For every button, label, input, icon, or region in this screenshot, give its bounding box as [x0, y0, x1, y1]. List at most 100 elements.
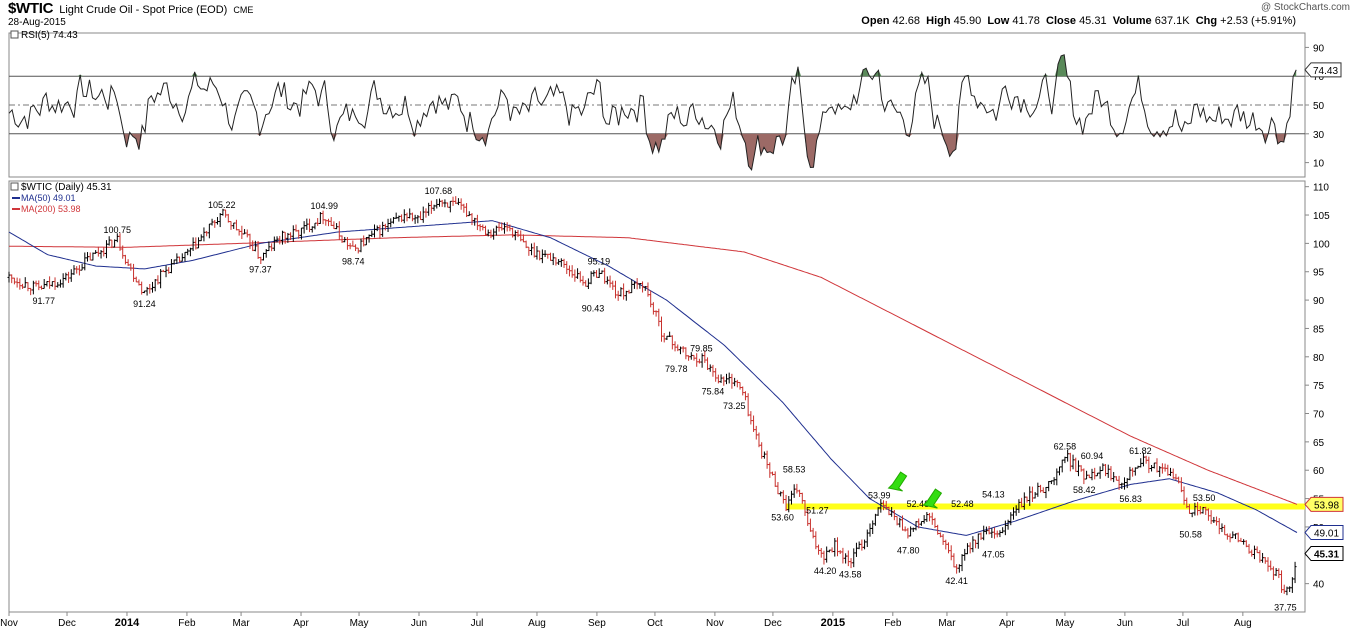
- price-bars: [7, 196, 1297, 596]
- price-tick-label: 70: [1313, 410, 1325, 421]
- price-annotation: 91.24: [133, 299, 156, 309]
- price-tick-label: 90: [1313, 296, 1325, 307]
- rsi-overbought-fill: [9, 54, 1297, 77]
- price-legend-title: $WTIC (Daily) 45.31: [21, 182, 112, 193]
- price-tick-label: 40: [1313, 580, 1325, 591]
- x-tick-label: Feb: [884, 618, 902, 629]
- price-panel-frame: [8, 180, 1306, 613]
- symbol: $WTIC: [8, 0, 54, 17]
- rsi-legend-box: [10, 30, 19, 39]
- x-tick-label: Nov: [0, 618, 18, 629]
- low-value: 41.78: [1012, 15, 1040, 27]
- rsi-line: [8, 54, 1297, 171]
- price-annotation: 73.25: [723, 401, 746, 411]
- chart-title: $WTIC Light Crude Oil - Spot Price (EOD)…: [8, 0, 253, 17]
- rsi-tag-label: 74.43: [1313, 66, 1338, 77]
- ma200-legend-label: MA(200) 53.98: [21, 204, 81, 214]
- price-annotation: 54.13: [982, 490, 1005, 500]
- x-tick-label: May: [350, 618, 369, 629]
- price-tick-label: 105: [1313, 211, 1330, 222]
- price-tag-box: [1304, 546, 1344, 562]
- volume-value: 637.1K: [1154, 15, 1190, 27]
- price-annotation: 104.99: [310, 201, 338, 211]
- price-legend-box: [10, 182, 19, 191]
- x-tick-label: Feb: [178, 618, 196, 629]
- open-value: 42.68: [892, 15, 921, 27]
- x-tick-label: May: [1055, 618, 1074, 629]
- price-annotation: 91.77: [33, 296, 56, 306]
- price-tag-box: [1304, 525, 1344, 541]
- low-label: Low: [987, 15, 1010, 27]
- price-tick-label: 65: [1313, 438, 1325, 449]
- green-arrow: [922, 488, 943, 509]
- x-tick-label: Apr: [999, 618, 1015, 629]
- x-tick-label: 2014: [115, 617, 140, 629]
- rsi-tick-label: 70: [1313, 72, 1325, 83]
- rsi-tick-label: 90: [1313, 43, 1325, 54]
- price-annotation: 47.80: [897, 545, 920, 555]
- price-tag-box: [1304, 496, 1344, 512]
- price-annotation: 105.22: [208, 200, 236, 210]
- volume-label: Volume: [1112, 15, 1152, 27]
- price-annotation: 53.99: [868, 490, 891, 500]
- price-annotation: 56.83: [1119, 494, 1142, 504]
- price-annotation: 79.85: [690, 344, 713, 354]
- x-tick-label: Nov: [706, 618, 724, 629]
- chg-label: Chg: [1195, 15, 1218, 27]
- price-annotation: 53.50: [1193, 493, 1216, 503]
- price-annotation: 52.48: [907, 499, 930, 509]
- price-annotation: 62.58: [1054, 442, 1077, 452]
- price-annotation: 75.84: [702, 386, 725, 396]
- price-annotation: 100.75: [104, 225, 132, 235]
- price-annotation: 52.48: [951, 499, 974, 509]
- x-tick-label: Jun: [411, 618, 427, 629]
- price-annotation: 98.74: [342, 257, 365, 267]
- chg-value: +2.53 (+5.91%): [1220, 15, 1296, 27]
- price-annotation: 79.78: [665, 364, 688, 374]
- high-label: High: [926, 15, 951, 27]
- quote-bar: Open 42.68 High 45.90 Low 41.78 Close 45…: [861, 15, 1296, 27]
- price-tick-label: 60: [1313, 466, 1325, 477]
- green-arrow: [887, 471, 908, 492]
- x-tick-label: Dec: [764, 618, 782, 629]
- price-tick-label: 80: [1313, 353, 1325, 364]
- x-tick-label: Jul: [471, 618, 484, 629]
- description: Light Crude Oil - Spot Price (EOD): [59, 4, 228, 16]
- rsi-tick-label: 30: [1313, 130, 1325, 141]
- ma50-line: [8, 220, 1298, 536]
- exchange: CME: [233, 5, 254, 15]
- close-value: 45.31: [1079, 15, 1107, 27]
- price-annotation: 42.41: [945, 576, 968, 586]
- rsi-current-tag: [1304, 62, 1342, 78]
- price-annotation: 95.19: [588, 257, 611, 267]
- price-annotation: 90.43: [582, 304, 605, 314]
- x-tick-label: Mar: [232, 618, 250, 629]
- price-annotation: 97.37: [249, 264, 272, 274]
- price-tick-label: 100: [1313, 239, 1330, 250]
- price-annotation: 51.27: [806, 506, 829, 516]
- rsi-tick-label: 50: [1313, 101, 1325, 112]
- price-annotation: 61.82: [1129, 446, 1152, 456]
- price-annotation: 43.58: [839, 569, 862, 579]
- x-tick-label: Apr: [293, 618, 309, 629]
- price-tag-label: 49.01: [1314, 529, 1339, 540]
- x-tick-label: 2015: [821, 617, 845, 629]
- price-annotation: 58.53: [783, 465, 806, 475]
- x-tick-label: Oct: [647, 618, 663, 629]
- price-annotation: 50.58: [1179, 530, 1202, 540]
- price-annotation: 53.60: [771, 513, 794, 523]
- rsi-tag-box: [1304, 62, 1342, 78]
- chart-date: 28-Aug-2015: [8, 17, 66, 28]
- ma50-legend-label: MA(50) 49.01: [21, 193, 76, 203]
- price-annotation: 107.68: [425, 186, 453, 196]
- price-annotation: 37.75: [1274, 602, 1297, 612]
- price-annotation: 60.94: [1081, 451, 1104, 461]
- brand-watermark: @ StockCharts.com: [1260, 2, 1350, 13]
- price-annotation: 47.05: [982, 550, 1005, 560]
- x-tick-label: Jul: [1176, 618, 1189, 629]
- close-label: Close: [1046, 15, 1076, 27]
- price-tick-label: 110: [1313, 183, 1329, 194]
- rsi-tick-label: 10: [1313, 159, 1325, 170]
- high-value: 45.90: [953, 15, 982, 27]
- price-annotation: 58.42: [1073, 485, 1096, 495]
